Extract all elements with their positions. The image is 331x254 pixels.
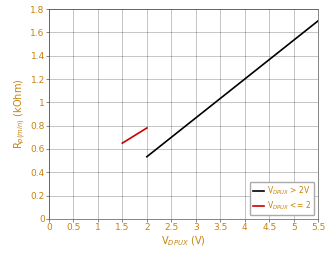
Y-axis label: R$_{p(min)}$ (kOhm): R$_{p(min)}$ (kOhm): [12, 79, 27, 149]
Legend: V$_{DPUX}$ > 2V, V$_{DPUX}$ <= 2: V$_{DPUX}$ > 2V, V$_{DPUX}$ <= 2: [250, 182, 314, 215]
Text: D003: D003: [301, 212, 315, 217]
X-axis label: V$_{DPUX}$ (V): V$_{DPUX}$ (V): [161, 235, 206, 248]
